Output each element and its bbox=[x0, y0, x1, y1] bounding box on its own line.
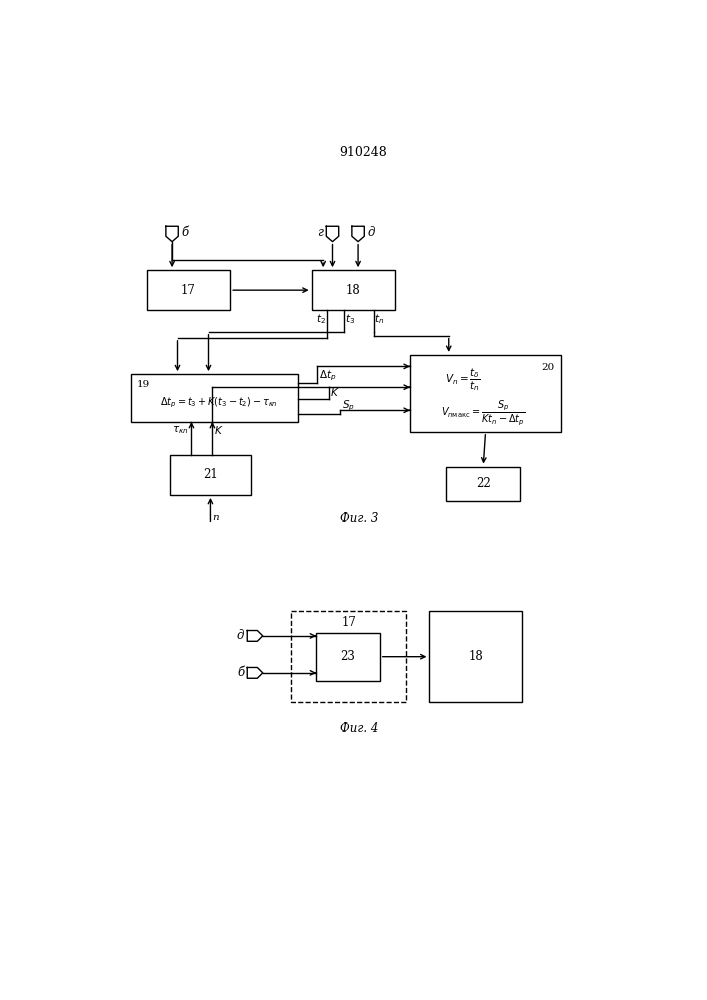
Text: б: б bbox=[182, 226, 189, 239]
Bar bbox=[291, 611, 406, 702]
Polygon shape bbox=[166, 226, 178, 242]
Text: 20: 20 bbox=[542, 363, 555, 372]
Polygon shape bbox=[327, 226, 339, 242]
Text: 18: 18 bbox=[469, 650, 484, 663]
Text: n: n bbox=[213, 513, 219, 522]
Text: 19: 19 bbox=[136, 380, 150, 389]
Text: 17: 17 bbox=[181, 284, 196, 297]
Text: 23: 23 bbox=[341, 650, 356, 663]
Text: б: б bbox=[237, 666, 244, 679]
Text: Фиг. 4: Фиг. 4 bbox=[341, 722, 379, 735]
Bar bbox=[410, 355, 561, 432]
Text: г: г bbox=[317, 226, 323, 239]
Text: $t_n$: $t_n$ bbox=[374, 312, 385, 326]
Text: 17: 17 bbox=[341, 616, 356, 629]
Text: Фиг. 3: Фиг. 3 bbox=[341, 512, 379, 525]
Text: $S_p$: $S_p$ bbox=[341, 399, 355, 413]
Bar bbox=[316, 633, 380, 681]
Text: $V_{n\text{макс}} = \dfrac{S_p}{K t_n - \Delta t_p}$: $V_{n\text{макс}} = \dfrac{S_p}{K t_n - … bbox=[441, 398, 526, 427]
Bar bbox=[146, 270, 230, 310]
Bar bbox=[170, 455, 251, 495]
Text: $K$: $K$ bbox=[214, 424, 223, 436]
Text: $t_2$: $t_2$ bbox=[315, 312, 325, 326]
Text: $\tau_{\kappa n}$: $\tau_{\kappa n}$ bbox=[173, 424, 189, 436]
Text: д: д bbox=[368, 226, 375, 239]
Polygon shape bbox=[247, 667, 263, 678]
Bar bbox=[429, 611, 522, 702]
Text: $K$: $K$ bbox=[330, 386, 339, 398]
Text: $\Delta t_p$: $\Delta t_p$ bbox=[319, 368, 336, 383]
Text: 22: 22 bbox=[476, 477, 491, 490]
Bar bbox=[131, 374, 298, 422]
Text: д: д bbox=[237, 629, 244, 642]
Text: $t_3$: $t_3$ bbox=[345, 312, 355, 326]
Text: $\Delta t_p = t_3 + K(t_3 - t_2) - \tau_{\kappa\!n}$: $\Delta t_p = t_3 + K(t_3 - t_2) - \tau_… bbox=[160, 395, 276, 410]
Text: 18: 18 bbox=[346, 284, 361, 297]
Bar bbox=[312, 270, 395, 310]
Polygon shape bbox=[247, 631, 263, 641]
Polygon shape bbox=[352, 226, 364, 242]
Text: $V_n = \dfrac{t_\delta}{t_n}$: $V_n = \dfrac{t_\delta}{t_n}$ bbox=[445, 366, 481, 393]
Bar bbox=[446, 466, 520, 501]
Text: 910248: 910248 bbox=[339, 146, 387, 159]
Text: 21: 21 bbox=[203, 468, 218, 481]
